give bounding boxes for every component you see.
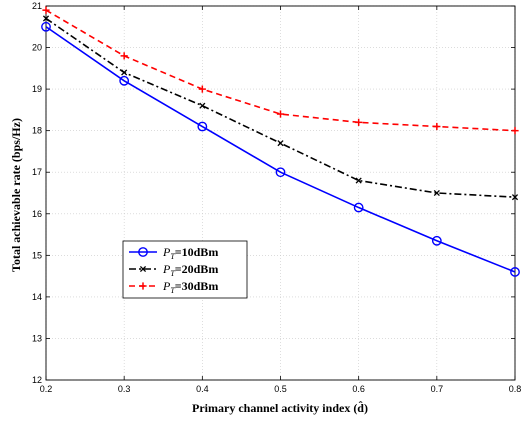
- data-point: [198, 85, 206, 93]
- x-tick-label: 0.7: [431, 384, 444, 394]
- data-point: [433, 189, 440, 197]
- data-point: [355, 177, 362, 184]
- series-1: [41, 21, 520, 277]
- data-point: [121, 69, 128, 76]
- data-point: [433, 122, 441, 131]
- data-point: [42, 6, 50, 14]
- data-point: [276, 110, 285, 118]
- y-tick-label: 16: [32, 209, 42, 219]
- data-point: [511, 127, 519, 135]
- series-group: [41, 6, 520, 277]
- legend-label: PT=30dBm: [162, 279, 218, 295]
- y-tick-label: 20: [32, 43, 42, 53]
- y-tick-label: 12: [32, 375, 42, 385]
- y-tick-label: 21: [32, 1, 42, 11]
- legend-entry: PT=10dBm: [129, 245, 218, 261]
- legend-entry: PT=30dBm: [129, 279, 218, 295]
- y-tick-label: 19: [32, 84, 42, 94]
- x-tick-label: 0.5: [274, 384, 287, 394]
- legend-marker: [139, 265, 147, 273]
- series-2: [42, 15, 519, 201]
- x-tick-label: 0.6: [352, 384, 365, 394]
- x-tick-label: 0.2: [40, 384, 53, 394]
- y-tick-label: 14: [32, 292, 42, 302]
- series-3: [42, 6, 519, 135]
- x-tick-label: 0.8: [509, 384, 522, 394]
- data-point: [41, 21, 51, 32]
- data-point: [511, 194, 519, 201]
- legend-marker: [138, 247, 148, 257]
- legend-label: PT=10dBm: [162, 245, 218, 261]
- axes: 0.2 0.3 0.4 0.5 0.6 0.7 0.8 12 13 14 15 16 17 18 19 20 2…: [32, 1, 521, 394]
- data-point: [119, 75, 130, 86]
- plot-frame: [45, 5, 516, 381]
- legend-marker: [139, 282, 147, 290]
- data-point: [199, 102, 206, 109]
- data-point: [355, 118, 363, 126]
- y-tick-label: 15: [32, 250, 42, 260]
- legend-entry: PT=20dBm: [129, 262, 218, 278]
- x-tick-label: 0.3: [118, 384, 131, 394]
- data-point: [277, 140, 284, 147]
- data-point: [197, 121, 208, 132]
- y-tick-label: 18: [32, 126, 42, 136]
- data-point: [510, 267, 520, 277]
- data-point: [120, 52, 128, 60]
- legend-label: PT=20dBm: [162, 262, 218, 278]
- series-line: [45, 26, 516, 273]
- y-axis-label: Total achievable rate (bps/Hz): [9, 118, 23, 272]
- y-tick-label: 17: [32, 167, 42, 177]
- data-point: [353, 202, 364, 213]
- x-axis-label: Primary channel activity index (d̂): [192, 401, 368, 415]
- data-point: [275, 167, 286, 178]
- y-tick-label: 13: [32, 333, 42, 343]
- data-point: [42, 15, 50, 22]
- data-point: [431, 235, 442, 246]
- x-tick-label: 0.4: [196, 384, 209, 394]
